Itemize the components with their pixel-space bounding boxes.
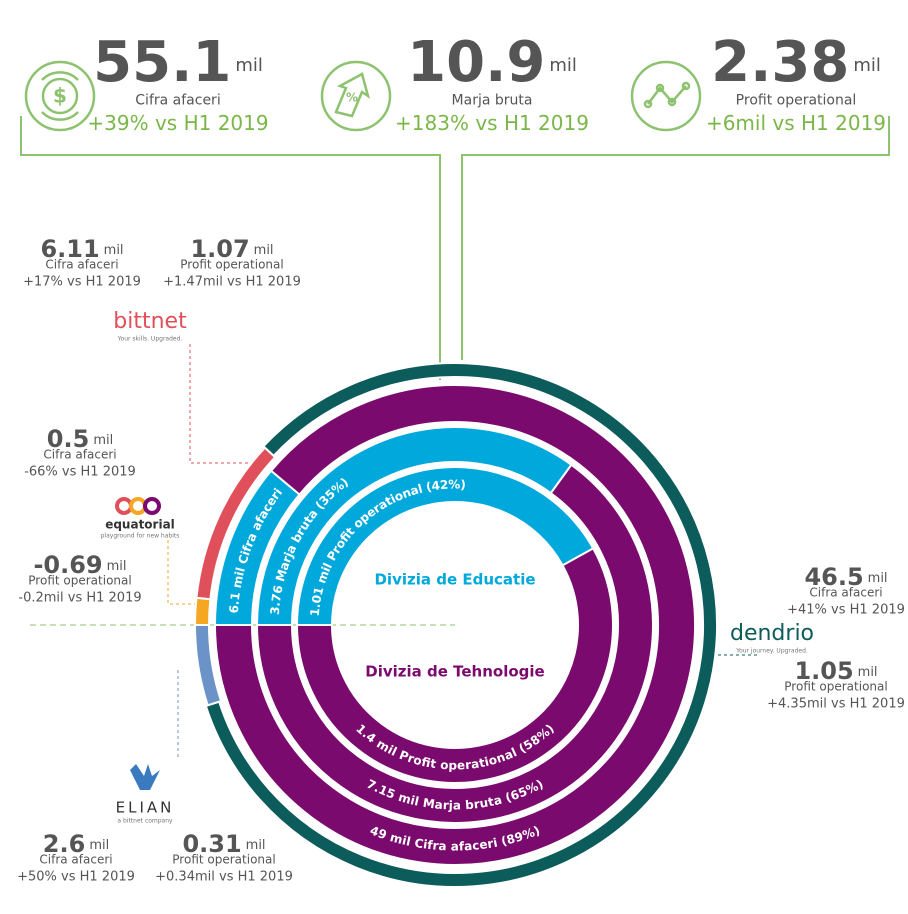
connector [167,540,196,605]
company-tagline: Your journey. Upgraded. [735,648,808,655]
company-tagline: Your skills. Upgraded. [117,336,183,343]
company-logo: dendrio [730,621,814,646]
metric-value: 2.6 mil [43,830,109,858]
unit: mil [107,559,127,574]
metric-label: Profit operational [28,573,131,587]
value: 1.07 [190,235,249,263]
company-tagline: a bittnet company [117,818,173,825]
ring-technology [213,384,696,866]
division-title: Divizia de Educatie [374,571,535,589]
unit: mil [868,571,888,586]
value: 46.5 [804,563,863,591]
ring-equatorial [193,596,212,626]
company-logo: equatorial [105,518,175,532]
value: 10.9 [407,30,545,95]
unit: mil [89,838,109,853]
unit: mil [235,55,263,76]
metric-label: Profit operational [784,679,887,693]
metric-value: 55.1 mil [93,30,263,95]
metric-label: Cifra afaceri [43,447,116,461]
ring-elian [193,624,223,707]
metric-value: 10.9 mil [407,30,577,95]
value: 2.38 [711,30,849,95]
icon-revenue [24,60,96,132]
value: 0.31 [182,830,241,858]
metric-change: -66% vs H1 2019 [24,464,136,479]
metric-change: +17% vs H1 2019 [23,274,141,289]
value: -0.69 [33,551,102,579]
metric-value: 1.05 mil [794,657,877,685]
icon-margin [320,60,392,132]
value: 2.6 [43,830,86,858]
metric-change: +1.47mil vs H1 2019 [163,274,301,289]
company-tagline: playground for new habits [101,533,180,540]
bracket-right [461,116,890,360]
metric-change: +41% vs H1 2019 [787,602,905,617]
metric-value: 0.31 mil [182,830,265,858]
unit: mil [853,55,881,76]
icon-glyph: % [346,91,358,105]
metric-change: +0.34mil vs H1 2019 [155,869,293,884]
company-logo: ELIAN [116,799,175,817]
value: 55.1 [93,30,231,95]
unit: mil [254,243,274,258]
value: 1.05 [794,657,853,685]
metric-label: Cifra afaceri [45,257,118,271]
connector [189,344,256,464]
ring-technology [295,547,614,784]
metric-change: -0.2mil vs H1 2019 [18,590,141,605]
ring-technology [255,463,654,824]
icon-profit [630,60,702,132]
metric-change: +4.35mil vs H1 2019 [767,696,905,711]
unit: mil [246,838,266,853]
metric-label: Profit operational [736,93,857,109]
metric-value: 2.38 mil [711,30,881,95]
unit: mil [104,243,124,258]
metric-label: Profit operational [180,257,283,271]
metric-change: +183% vs H1 2019 [395,111,589,135]
metric-label: Cifra afaceri [39,852,112,866]
bracket-left [20,116,441,380]
metric-label: Cifra afaceri [809,585,882,599]
metric-value: 6.11 mil [40,235,123,263]
ring-total [204,362,718,888]
metric-change: +39% vs H1 2019 [87,111,268,135]
metric-label: Cifra afaceri [135,93,220,109]
ring-bittnet [195,446,277,601]
metric-value: 46.5 mil [804,563,887,591]
metric-change: +50% vs H1 2019 [17,869,135,884]
metric-value: 0.5 mil [47,425,113,453]
unit: mil [93,433,113,448]
metric-value: -0.69 mil [33,551,126,579]
equatorial-mark [115,497,161,515]
elian-mark [130,764,160,790]
company-logo: bittnet [113,309,187,334]
unit: mil [549,55,577,76]
icon-glyph: $ [53,84,67,108]
metric-label: Profit operational [172,852,275,866]
value: 0.5 [47,425,90,453]
metric-change: +6mil vs H1 2019 [706,111,886,135]
metric-value: 1.07 mil [190,235,273,263]
division-title: Divizia de Tehnologie [365,663,544,681]
value: 6.11 [40,235,99,263]
metric-label: Marja bruta [452,93,533,109]
unit: mil [858,665,878,680]
